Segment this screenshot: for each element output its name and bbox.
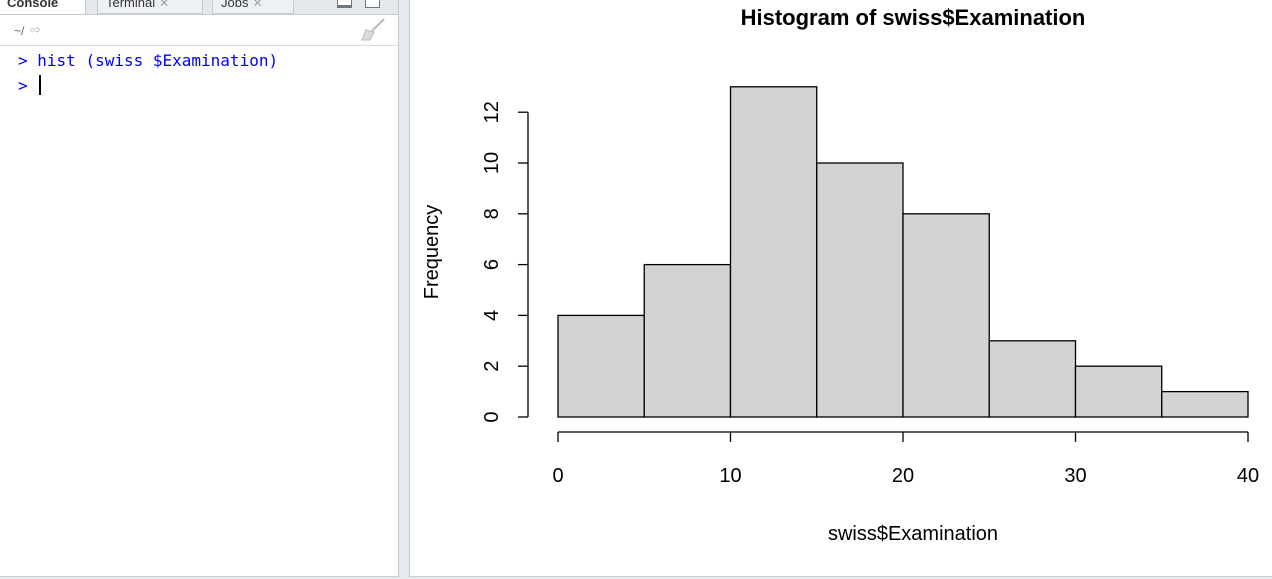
console-command: hist (swiss $Examination) [27,51,279,70]
working-directory[interactable]: ~/ [14,24,25,38]
text-cursor [39,75,42,95]
histogram-bar [729,86,818,418]
x-tick-label: 10 [719,465,741,487]
x-tick-label: 40 [1237,465,1259,487]
histogram-bar [902,213,990,418]
plot-pane: Histogram of swiss$Examination 0 10 20 30 40… [409,0,1272,577]
console-pathbar: ~/ ⇨ [0,15,398,46]
y-tick-label: 0 [481,411,503,422]
x-tick-label: 30 [1064,465,1086,487]
console-prompt: > [18,76,28,95]
histogram-bar [816,162,904,418]
y-tick-label: 6 [481,259,503,270]
tab-console[interactable]: Console [0,0,86,14]
histogram-bar [988,340,1077,418]
maximize-icon[interactable] [365,0,380,8]
histogram-bar [1074,365,1163,418]
tab-jobs[interactable]: Jobs ✕ [212,0,294,14]
console-prompt: > [18,51,28,70]
y-tick-label: 2 [481,361,503,372]
console-input-line[interactable]: > [18,73,398,98]
x-tick-label: 20 [892,465,914,487]
console-pane: Console Terminal ✕ Jobs ✕ ~/ ⇨ > hist (swi… [0,0,399,577]
chart-title: Histogram of swiss$Examination [741,5,1086,30]
broom-icon[interactable] [360,18,386,42]
x-tick-label: 0 [552,465,563,487]
x-axis-label: swiss$Examination [828,523,998,545]
histogram-bar [643,263,732,418]
y-tick-label: 10 [481,152,503,174]
histogram-bar [557,314,645,418]
close-icon[interactable]: ✕ [252,0,263,10]
tab-jobs-label: Jobs [221,0,249,10]
console-output[interactable]: > hist (swiss $Examination) > [0,48,398,98]
close-icon[interactable]: ✕ [159,0,170,10]
tab-terminal-label: Terminal [106,0,156,10]
tab-console-label: Console [7,0,59,10]
histogram-bar [1161,390,1249,418]
minimize-icon[interactable] [337,0,352,8]
histogram-chart: Histogram of swiss$Examination 0 10 20 30 40… [421,5,1259,545]
y-tick-label: 12 [481,101,503,123]
console-line: > hist (swiss $Examination) [18,48,398,73]
y-tick-label: 4 [481,310,503,321]
tab-terminal[interactable]: Terminal ✕ [97,0,203,14]
y-axis-label: Frequency [421,205,443,300]
console-tabbar: Console Terminal ✕ Jobs ✕ [0,0,398,15]
arrow-right-icon[interactable]: ⇨ [30,22,41,37]
y-tick-label: 8 [481,208,503,219]
